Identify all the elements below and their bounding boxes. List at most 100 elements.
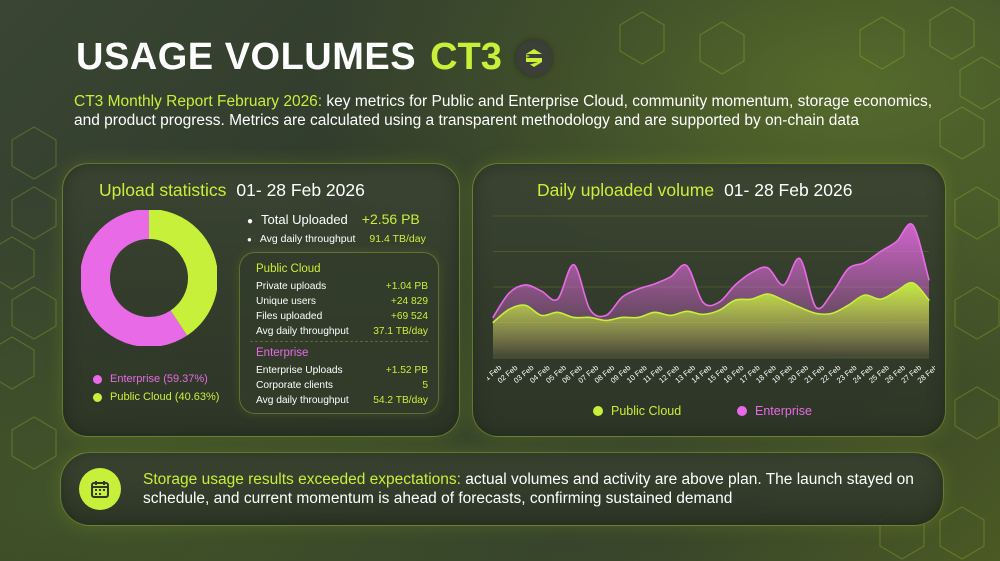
point-public-cloud [572,316,575,319]
metric-label: Files uploaded [256,311,323,322]
metric-value: +1.04 PB [385,281,428,292]
point-public-cloud [637,316,640,319]
metric-row: Files uploaded +69 524 [256,311,428,322]
enterprise-title: Enterprise [256,347,309,359]
bullet-icon: ● [247,216,254,227]
upload-date-range: 01- 28 Feb 2026 [236,180,365,200]
point-enterprise [799,257,801,260]
metric-value: 54.2 TB/day [373,395,428,406]
avg-daily-throughput-label: Avg daily throughput [259,233,356,245]
point-public-cloud [589,316,591,319]
metric-label: Avg daily throughput [256,326,349,337]
point-public-cloud [815,312,817,315]
point-public-cloud [653,311,656,314]
upload-statistics-title: Upload statistics 01- 28 Feb 2026 [99,180,365,201]
page-title: USAGE VOLUMES [76,36,417,78]
metric-row: Private uploads +1.04 PB [256,281,428,292]
point-enterprise [863,261,866,264]
chart-legend-enterprise: Enterprise [737,404,812,418]
point-enterprise [879,250,882,253]
legend-public-cloud: Public Cloud (40.63%) [93,391,219,403]
point-public-cloud [895,290,898,292]
area-public-cloud [493,282,929,358]
point-public-cloud [750,298,753,300]
summary-text: Storage usage results exceeded expectati… [143,470,933,508]
total-uploaded-label: Total Uploaded [261,212,348,227]
upload-share-donut [81,210,217,346]
total-uploaded-row: ● Total Uploaded +2.56 PB [247,211,420,227]
point-enterprise [508,292,510,294]
point-enterprise [831,292,833,294]
point-public-cloud [766,293,769,295]
point-public-cloud [621,316,623,319]
line-enterprise [492,223,930,318]
breakdown-card: Public Cloud Private uploads +1.04 PB Uni… [239,252,439,414]
avg-daily-throughput-row: ● Avg daily throughput 91.4 TB/day [247,233,426,245]
point-enterprise [718,301,720,304]
donut-slice-public-cloud [81,210,217,346]
point-enterprise [702,301,704,304]
metric-row: Corporate clients 5 [256,380,428,391]
point-enterprise [524,284,527,286]
report-intro: CT3 Monthly Report February 2026: key me… [74,93,934,130]
point-enterprise [637,288,640,290]
total-uploaded-value: +2.56 PB [361,211,420,227]
public-cloud-title: Public Cloud [256,263,321,275]
legend-dot-public-cloud [593,406,603,416]
brand-name: CT3 [430,36,502,78]
point-enterprise [782,284,785,286]
summary-body: actual volumes and activity are above pl… [143,471,914,507]
section-divider [250,341,428,342]
legend-label-public-cloud: Public Cloud (40.63%) [110,391,220,403]
metric-label: Unique users [256,296,317,307]
metric-value: +1.52 PB [385,365,428,376]
metric-label: Avg daily throughput [256,395,349,406]
point-public-cloud [669,314,672,317]
point-enterprise [669,276,672,278]
point-public-cloud [685,310,688,313]
point-public-cloud [782,299,785,301]
calendar-icon [79,468,121,510]
ct3-logo-icon [515,39,552,76]
point-public-cloud [524,304,527,307]
line-public-cloud [492,281,930,324]
metric-value: +24 829 [390,296,428,307]
daily-title-label: Daily uploaded volume [537,180,715,200]
point-enterprise [621,296,623,298]
point-public-cloud [863,294,866,296]
metric-value: 37.1 TB/day [373,326,428,337]
intro-highlight: CT3 Monthly Report February 2026: [74,93,323,110]
point-enterprise [572,263,575,266]
point-enterprise [556,298,559,300]
point-public-cloud [831,312,833,315]
point-public-cloud [556,311,559,314]
metric-value: +69 524 [390,311,428,322]
point-enterprise [928,279,930,281]
point-enterprise [492,316,494,319]
metric-row: Unique users +24 829 [256,296,428,307]
point-enterprise [589,308,591,311]
bullet-icon: ● [247,235,252,244]
point-public-cloud [492,321,494,324]
point-public-cloud [605,319,607,322]
point-enterprise [540,290,543,292]
legend-label-enterprise: Enterprise [755,404,812,418]
point-public-cloud [912,282,914,284]
metric-row: Enterprise Uploads +1.52 PB [256,365,428,376]
point-public-cloud [734,299,737,301]
point-enterprise [895,240,898,243]
summary-highlight: Storage usage results exceeded expectati… [143,471,461,488]
point-public-cloud [799,306,801,309]
point-enterprise [750,272,753,274]
daily-volume-title: Daily uploaded volume 01- 28 Feb 2026 [537,180,853,201]
point-enterprise [766,266,769,269]
daily-uploaded-volume-panel: Daily uploaded volume 01- 28 Feb 2026 01 … [472,163,946,437]
legend-enterprise: Enterprise (59.37%) [93,373,208,385]
chart-legend-public-cloud: Public Cloud [593,404,681,418]
point-public-cloud [718,309,720,312]
upload-statistics-panel: Upload statistics 01- 28 Feb 2026 Enterpr… [62,163,460,437]
point-public-cloud [508,308,510,311]
legend-label-enterprise: Enterprise (59.37%) [110,373,208,385]
legend-dot-enterprise [737,406,747,416]
